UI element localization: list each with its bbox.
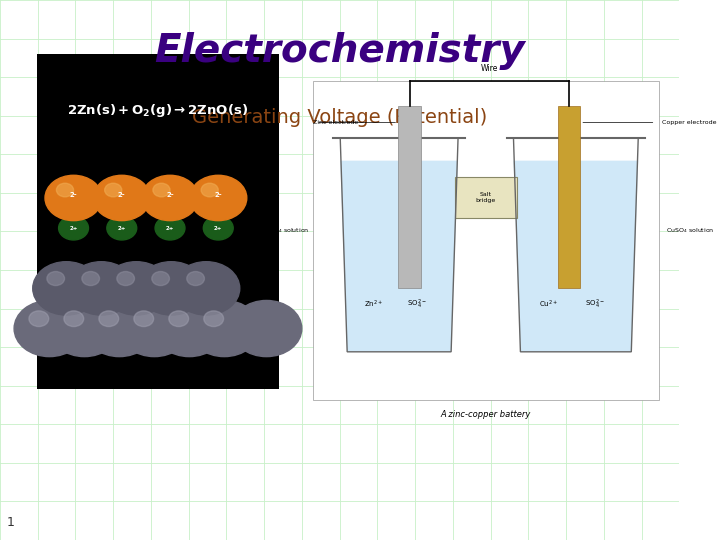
Circle shape (142, 176, 199, 221)
FancyBboxPatch shape (558, 106, 580, 288)
Circle shape (186, 272, 204, 286)
Circle shape (134, 311, 153, 327)
Text: Generating Voltage (Potential): Generating Voltage (Potential) (192, 108, 487, 127)
Circle shape (56, 183, 73, 197)
Polygon shape (341, 160, 458, 352)
FancyBboxPatch shape (398, 106, 420, 288)
Circle shape (49, 300, 120, 356)
Text: Electrochemistry: Electrochemistry (154, 32, 525, 70)
Circle shape (203, 216, 233, 240)
Circle shape (107, 216, 137, 240)
Text: Zinc electrode: Zinc electrode (312, 120, 358, 125)
Circle shape (45, 176, 102, 221)
Text: Zn$^{2+}$: Zn$^{2+}$ (364, 299, 383, 309)
Text: 2+: 2+ (214, 226, 222, 231)
Circle shape (68, 262, 135, 315)
Circle shape (99, 311, 119, 327)
FancyBboxPatch shape (37, 54, 279, 389)
Text: Salt
bridge: Salt bridge (476, 192, 496, 202)
Text: 2+: 2+ (117, 226, 126, 231)
Text: 1: 1 (6, 516, 14, 529)
Circle shape (84, 300, 155, 356)
Circle shape (168, 311, 189, 327)
Text: 2-: 2- (70, 192, 77, 198)
Circle shape (14, 300, 85, 356)
Circle shape (29, 311, 49, 327)
Circle shape (138, 262, 204, 315)
Circle shape (64, 311, 84, 327)
Circle shape (152, 272, 169, 286)
Circle shape (47, 272, 65, 286)
Text: CuSO$_4$ solution: CuSO$_4$ solution (666, 226, 714, 235)
Text: SO$_4^{2-}$: SO$_4^{2-}$ (407, 298, 427, 310)
Text: $\mathbf{2Zn(s) + O_2(g) \rightarrow 2ZnO(s)}$: $\mathbf{2Zn(s) + O_2(g) \rightarrow 2Zn… (68, 103, 248, 119)
Text: Cu$^{2+}$: Cu$^{2+}$ (539, 299, 558, 309)
FancyBboxPatch shape (454, 177, 517, 218)
Text: Copper electrode: Copper electrode (662, 120, 717, 125)
Circle shape (190, 176, 247, 221)
Text: 2-: 2- (118, 192, 125, 198)
Circle shape (104, 183, 122, 197)
Text: Wire: Wire (480, 64, 498, 73)
Circle shape (154, 300, 225, 356)
Circle shape (204, 311, 224, 327)
Circle shape (103, 262, 170, 315)
Circle shape (189, 300, 260, 356)
Text: SO$_4^{2-}$: SO$_4^{2-}$ (585, 298, 604, 310)
Circle shape (201, 183, 218, 197)
Circle shape (173, 262, 240, 315)
Text: 2+: 2+ (69, 226, 78, 231)
Text: 2-: 2- (215, 192, 222, 198)
Circle shape (58, 216, 89, 240)
Circle shape (231, 300, 302, 356)
Text: A zinc-copper battery: A zinc-copper battery (441, 410, 531, 420)
Text: ZnSO$_4$ solution: ZnSO$_4$ solution (261, 226, 309, 235)
Circle shape (117, 272, 135, 286)
Circle shape (82, 272, 99, 286)
Circle shape (153, 183, 170, 197)
Text: 2-: 2- (166, 192, 174, 198)
Circle shape (94, 176, 150, 221)
FancyBboxPatch shape (312, 81, 659, 400)
Polygon shape (513, 160, 638, 352)
Circle shape (32, 262, 100, 315)
Text: 2+: 2+ (166, 226, 174, 231)
Circle shape (119, 300, 189, 356)
Circle shape (155, 216, 185, 240)
